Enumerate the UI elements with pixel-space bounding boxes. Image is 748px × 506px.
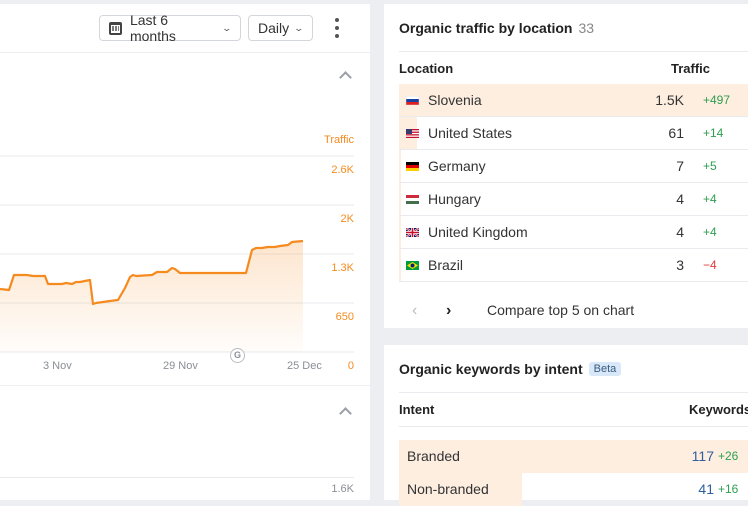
granularity-dropdown[interactable]: Daily ⌄ xyxy=(248,15,313,41)
divider xyxy=(399,426,748,427)
chevron-down-icon: ⌄ xyxy=(293,22,305,33)
card-title: Organic keywords by intent Beta xyxy=(399,361,622,377)
compare-top-5-button[interactable]: Compare top 5 on chart xyxy=(487,302,635,318)
location-row-united-states[interactable]: United States 61 +14 xyxy=(399,117,748,150)
y-tick: 2.6K xyxy=(331,164,354,176)
column-header-location[interactable]: Location xyxy=(399,61,454,76)
keywords-delta: +26 xyxy=(718,449,739,463)
x-tick: 3 Nov xyxy=(43,360,72,372)
gridline xyxy=(0,477,354,478)
share-bar xyxy=(399,249,401,281)
card-title: Organic traffic by location 33 xyxy=(399,20,595,36)
y-tick: 650 xyxy=(335,311,354,323)
previous-page-icon[interactable]: ‹ xyxy=(412,302,418,319)
traffic-line xyxy=(0,239,304,306)
chevron-down-icon: ⌄ xyxy=(221,22,233,33)
traffic-delta: +5 xyxy=(703,159,717,173)
location-count: 33 xyxy=(578,20,595,36)
traffic-value: 61 xyxy=(668,125,684,141)
more-options-icon[interactable] xyxy=(332,18,342,38)
collapse-chart-button[interactable] xyxy=(338,406,352,416)
traffic-overview-panel: Last 6 months ⌄ Daily ⌄ Traffic 2.6K 2K … xyxy=(0,4,370,500)
section-divider xyxy=(0,385,370,386)
google-update-icon[interactable]: G xyxy=(230,348,245,363)
traffic-delta: −4 xyxy=(703,258,717,272)
country-name: Germany xyxy=(428,158,486,174)
keywords-value[interactable]: 117 xyxy=(691,448,714,464)
granularity-label: Daily xyxy=(258,20,290,36)
flag-united-states-icon xyxy=(406,129,419,138)
date-range-label: Last 6 months xyxy=(129,12,176,44)
collapse-chart-button[interactable] xyxy=(338,70,352,80)
divider xyxy=(399,392,748,393)
intent-row-branded[interactable]: Branded 117 +26 xyxy=(399,440,748,473)
traffic-value: 7 xyxy=(676,158,684,174)
date-range-dropdown[interactable]: Last 6 months ⌄ xyxy=(99,12,241,44)
flag-brazil-icon xyxy=(406,261,419,270)
traffic-value: 4 xyxy=(676,191,684,207)
flag-slovenia-icon xyxy=(406,96,419,105)
keywords-delta: +16 xyxy=(718,482,739,496)
flag-germany-icon xyxy=(406,162,419,171)
organic-keywords-by-intent-card: Organic keywords by intent Beta Intent Ke… xyxy=(384,345,748,506)
share-bar xyxy=(399,150,401,182)
organic-traffic-by-location-card: Organic traffic by location 33 Location T… xyxy=(384,4,748,328)
chart-toolbar: Last 6 months ⌄ Daily ⌄ xyxy=(0,4,370,53)
y-tick: 1.3K xyxy=(331,262,354,274)
country-name: Slovenia xyxy=(428,92,482,108)
traffic-delta: +4 xyxy=(703,225,717,239)
traffic-value: 1.5K xyxy=(655,92,684,108)
country-name: United Kingdom xyxy=(428,224,528,240)
traffic-delta: +14 xyxy=(703,126,724,140)
share-bar xyxy=(399,440,748,473)
share-bar xyxy=(399,216,401,248)
location-row-united-kingdom[interactable]: United Kingdom 4 +4 xyxy=(399,216,748,249)
divider xyxy=(399,51,748,52)
intent-name: Branded xyxy=(407,448,460,464)
beta-badge: Beta xyxy=(588,362,622,376)
column-header-keywords[interactable]: Keywords xyxy=(689,402,748,417)
share-bar xyxy=(399,183,401,215)
country-name: United States xyxy=(428,125,513,141)
country-name: Brazil xyxy=(428,257,464,273)
traffic-value: 4 xyxy=(676,224,684,240)
location-row-brazil[interactable]: Brazil 3 −4 xyxy=(399,249,748,282)
column-header-intent[interactable]: Intent xyxy=(399,402,435,417)
y-tick: 2K xyxy=(340,213,354,225)
traffic-delta: +497 xyxy=(703,93,731,107)
share-bar xyxy=(399,84,748,116)
intent-row-non-branded[interactable]: Non-branded 41 +16 xyxy=(399,473,748,506)
y-axis-series-label: Traffic xyxy=(324,134,354,146)
flag-hungary-icon xyxy=(406,195,419,204)
column-header-traffic[interactable]: Traffic xyxy=(671,61,711,76)
country-name: Hungary xyxy=(428,191,481,207)
location-row-hungary[interactable]: Hungary 4 +4 xyxy=(399,183,748,216)
traffic-area-chart[interactable] xyxy=(0,154,354,354)
calendar-icon xyxy=(109,21,122,35)
keywords-value[interactable]: 41 xyxy=(698,481,714,497)
location-row-germany[interactable]: Germany 7 +5 xyxy=(399,150,748,183)
y-tick: 0 xyxy=(347,360,354,372)
traffic-value: 3 xyxy=(676,257,684,273)
intent-name: Non-branded xyxy=(407,481,489,497)
x-tick: 25 Dec xyxy=(287,360,322,372)
traffic-delta: +4 xyxy=(703,192,717,206)
next-page-icon[interactable]: › xyxy=(446,302,452,319)
location-row-slovenia[interactable]: Slovenia 1.5K +497 xyxy=(399,84,748,117)
x-tick: 29 Nov xyxy=(163,360,198,372)
flag-united-kingdom-icon xyxy=(406,228,419,237)
y-tick: 1.6K xyxy=(331,483,354,495)
